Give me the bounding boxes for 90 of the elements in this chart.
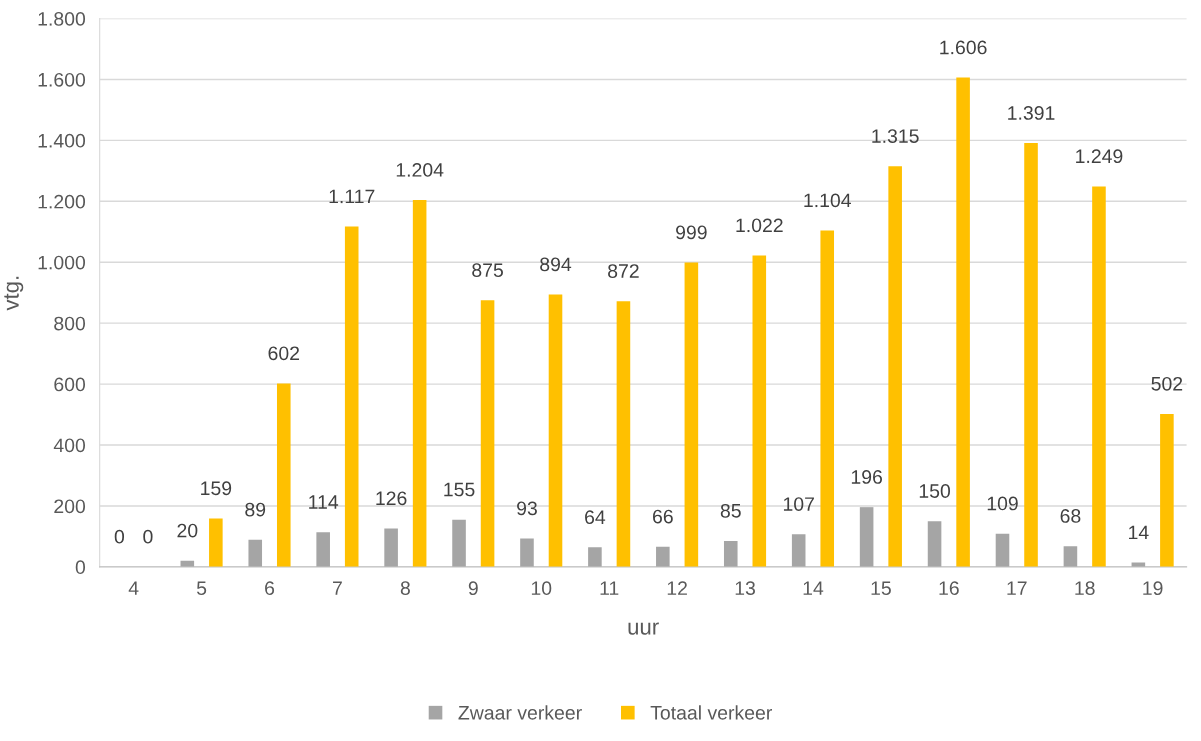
data-label: 0: [114, 529, 125, 544]
x-tick-label: 5: [196, 581, 207, 596]
bar: [384, 528, 398, 567]
data-label: 66: [653, 509, 673, 524]
data-label: 602: [268, 346, 300, 361]
bar: [956, 77, 970, 567]
y-tick-label: 800: [54, 316, 86, 331]
x-tick-label: 16: [939, 581, 959, 596]
legend-label: Totaal verkeer: [650, 705, 772, 720]
bar: [344, 226, 359, 567]
data-label: 1.249: [1076, 149, 1123, 164]
y-tick-label: 1.800: [38, 11, 86, 26]
data-label: 1.315: [872, 129, 919, 143]
data-label: 894: [540, 257, 572, 272]
y-axis-title: vtg.: [4, 276, 24, 311]
data-label: 155: [444, 482, 475, 497]
data-label: 107: [783, 497, 814, 511]
bar: [248, 539, 263, 567]
data-label: 14: [1129, 525, 1149, 540]
bar: [316, 532, 330, 567]
data-label: 872: [608, 264, 639, 278]
y-tick-label: 1.000: [38, 255, 86, 270]
bar: [723, 540, 738, 567]
x-tick-label: 10: [531, 581, 552, 596]
x-tick-label: 19: [1143, 581, 1163, 596]
data-label: 93: [517, 501, 537, 516]
y-tick-label: 1.400: [38, 133, 86, 148]
data-label: 126: [376, 491, 407, 506]
bar: [480, 300, 495, 567]
y-tick-label: 600: [54, 377, 86, 392]
data-label: 0: [143, 529, 153, 544]
bar: [820, 230, 835, 567]
x-tick-label: 9: [468, 581, 478, 596]
data-label: 64: [585, 510, 606, 525]
data-label: 1.104: [804, 193, 851, 208]
data-label: 1.204: [396, 163, 444, 177]
x-tick-label: 6: [265, 581, 275, 596]
bar: [588, 547, 602, 567]
x-tick-label: 14: [803, 581, 824, 595]
data-label: 1.117: [329, 189, 375, 204]
bar: [616, 301, 631, 567]
bar: [927, 521, 942, 567]
data-label: 999: [676, 225, 707, 240]
x-tick-label: 13: [735, 581, 755, 596]
bar: [995, 533, 1010, 567]
data-label: 196: [851, 470, 882, 484]
legend-label: Zwaar verkeer: [458, 705, 582, 720]
bar: [548, 294, 563, 567]
data-label: 68: [1060, 509, 1081, 523]
bar: [1160, 413, 1174, 567]
x-tick-label: 17: [1007, 581, 1027, 595]
x-tick-label: 7: [333, 581, 342, 595]
data-label: 114: [309, 495, 339, 509]
data-label: 875: [472, 263, 503, 278]
bar: [452, 519, 466, 567]
bar: [276, 383, 291, 567]
data-label: 20: [177, 523, 198, 538]
x-axis-title: uur: [628, 622, 659, 635]
bar: [656, 546, 670, 567]
data-label: 89: [245, 502, 266, 517]
data-label: 502: [1151, 376, 1183, 391]
bar: [888, 166, 902, 567]
y-tick-label: 200: [54, 499, 86, 514]
y-tick-label: 1.200: [38, 194, 86, 209]
bar: [209, 518, 223, 567]
data-label: 109: [987, 496, 1018, 511]
y-tick-label: 1.600: [38, 72, 86, 87]
bar: [1063, 546, 1078, 567]
x-tick-label: 15: [871, 581, 891, 596]
data-label: 1.391: [1008, 106, 1055, 120]
data-label: 159: [201, 481, 232, 496]
x-tick-label: 8: [400, 581, 410, 596]
data-label: 1.606: [940, 40, 987, 55]
x-tick-label: 11: [600, 581, 619, 595]
y-tick-label: 400: [53, 438, 86, 453]
x-tick-label: 4: [128, 581, 139, 595]
bar: [520, 538, 534, 567]
x-tick-label: 18: [1075, 581, 1095, 596]
bar: [412, 200, 427, 567]
data-label: 1.022: [736, 218, 783, 233]
y-tick-label: 0: [75, 560, 86, 575]
data-label: 85: [720, 503, 741, 518]
bar: [752, 255, 767, 567]
data-label: 150: [919, 484, 951, 498]
bar: [1092, 186, 1106, 567]
x-tick-label: 12: [667, 581, 687, 595]
bar: [1024, 143, 1038, 567]
bar: [791, 534, 806, 567]
bar: [684, 262, 699, 567]
bar: [859, 507, 874, 567]
